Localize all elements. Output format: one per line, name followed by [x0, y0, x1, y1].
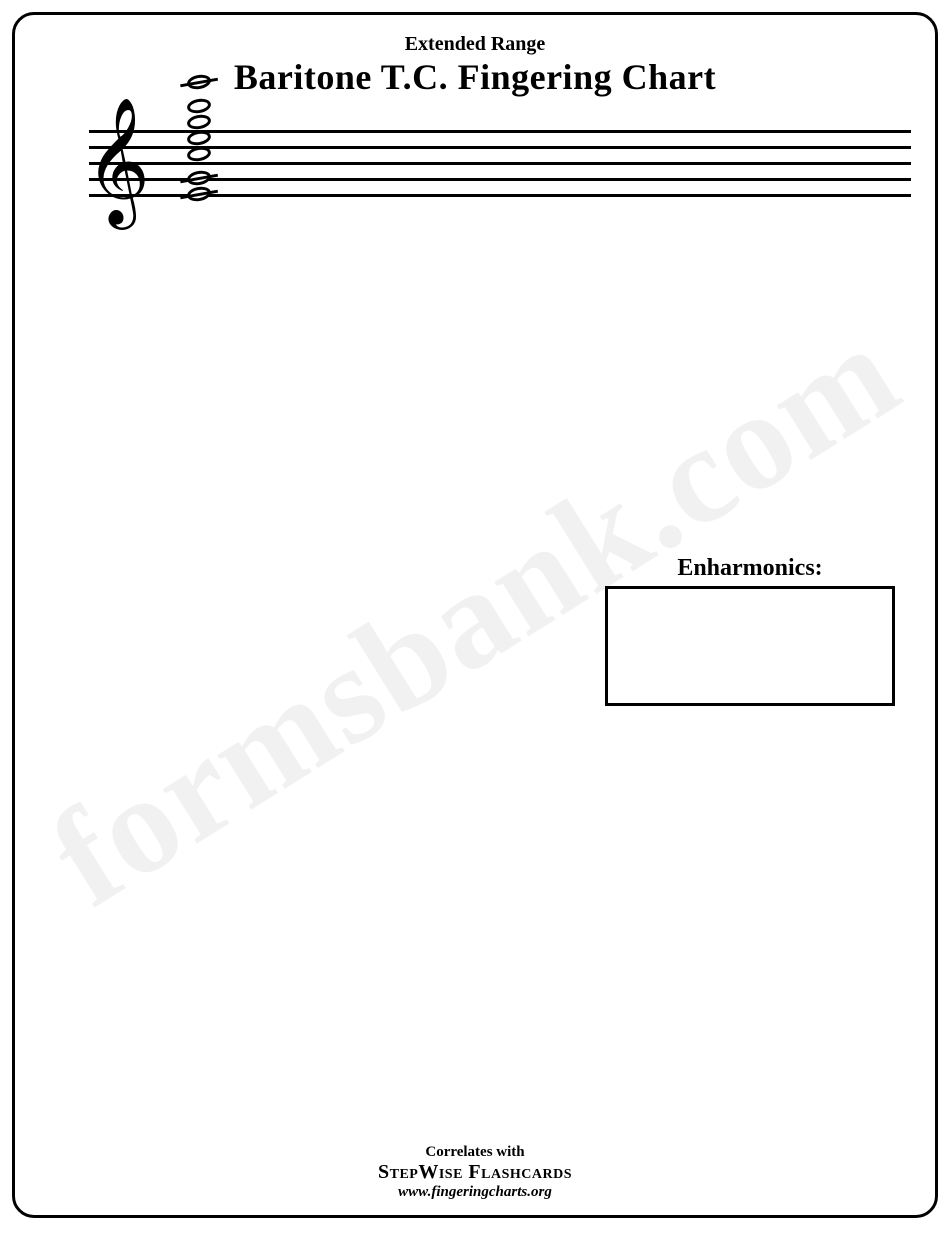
- treble-clef-icon: 𝄞: [85, 106, 150, 216]
- staff-column: [169, 108, 229, 238]
- note-head: [186, 97, 212, 115]
- footer-line2: StepWise Flashcards: [15, 1161, 935, 1184]
- note-head: [186, 169, 212, 187]
- note-head: [186, 145, 212, 163]
- page-title: Baritone T.C. Fingering Chart: [39, 56, 911, 98]
- footer-line1: Correlates with: [15, 1144, 935, 1161]
- note-head: [186, 185, 212, 203]
- footer: Correlates with StepWise Flashcards www.…: [15, 1144, 935, 1201]
- keyboard-diagram: [605, 586, 895, 706]
- music-staff: 𝄞: [39, 108, 911, 238]
- subtitle: Extended Range: [39, 33, 911, 56]
- footer-line3: www.fingeringcharts.org: [15, 1184, 935, 1201]
- title-block: Extended Range Baritone T.C. Fingering C…: [39, 33, 911, 98]
- note-head: [186, 129, 212, 147]
- enharmonics-title: Enharmonics:: [605, 555, 895, 582]
- enharmonics-box: Enharmonics:: [605, 555, 895, 706]
- fingering-chart-page: formsbank.com Extended Range Baritone T.…: [12, 12, 938, 1218]
- note-head: [186, 113, 212, 131]
